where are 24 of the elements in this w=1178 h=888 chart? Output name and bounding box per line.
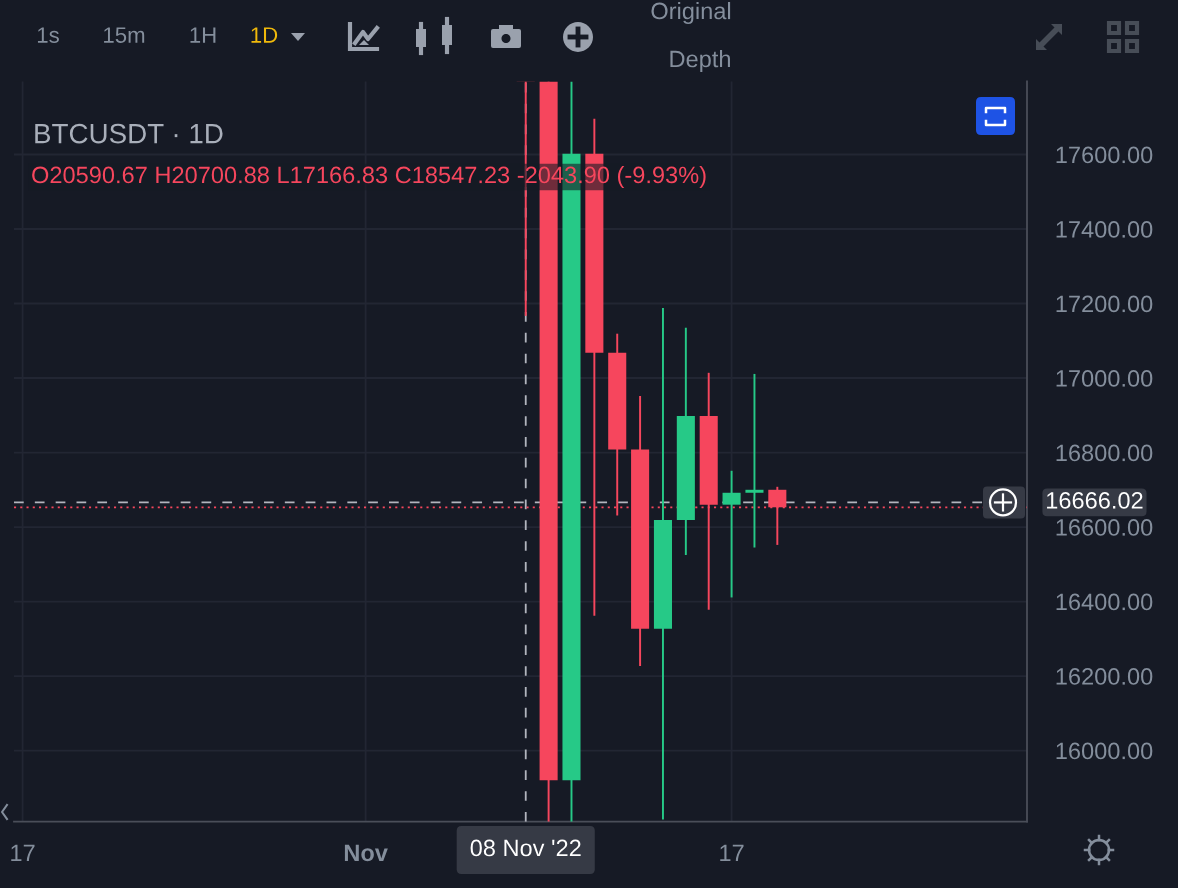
y-tick-label: 17600.00 xyxy=(1056,146,1153,164)
y-tick-label: 17400.00 xyxy=(1056,221,1153,238)
candlestick xyxy=(722,469,741,599)
y-tick-label: 17200.00 xyxy=(1056,295,1153,313)
text: 1H xyxy=(190,27,216,43)
y-tick-label: 16400.00 xyxy=(1056,593,1153,611)
x-tick-label: Nov xyxy=(344,844,388,862)
text: Original xyxy=(651,2,731,24)
text: Depth xyxy=(670,50,730,72)
text: O20590.67 H20700.88 L17166.83 C18547.23 -2043.90 (-9.93%) xyxy=(32,166,706,188)
y-tick-label: 16200.00 xyxy=(1056,668,1153,685)
x-tick-label: 17 xyxy=(720,844,744,862)
y-tick-label: 16800.00 xyxy=(1056,444,1153,462)
ref-line-label: 16666.02 xyxy=(1047,492,1143,509)
text: 1s xyxy=(37,27,59,43)
y-tick-label: 16000.00 xyxy=(1056,742,1153,760)
text: 15m xyxy=(104,27,145,43)
y-tick-label: 17000.00 xyxy=(1056,370,1153,387)
y-tick-label: 16600.00 xyxy=(1056,519,1153,536)
x-tick-label: 17 xyxy=(11,844,35,862)
text: BTCUSDT · 1D xyxy=(35,123,223,144)
ref-line-label: 08 Nov '22 xyxy=(470,839,581,857)
candlestick xyxy=(745,372,764,549)
text: 1D xyxy=(251,27,278,43)
